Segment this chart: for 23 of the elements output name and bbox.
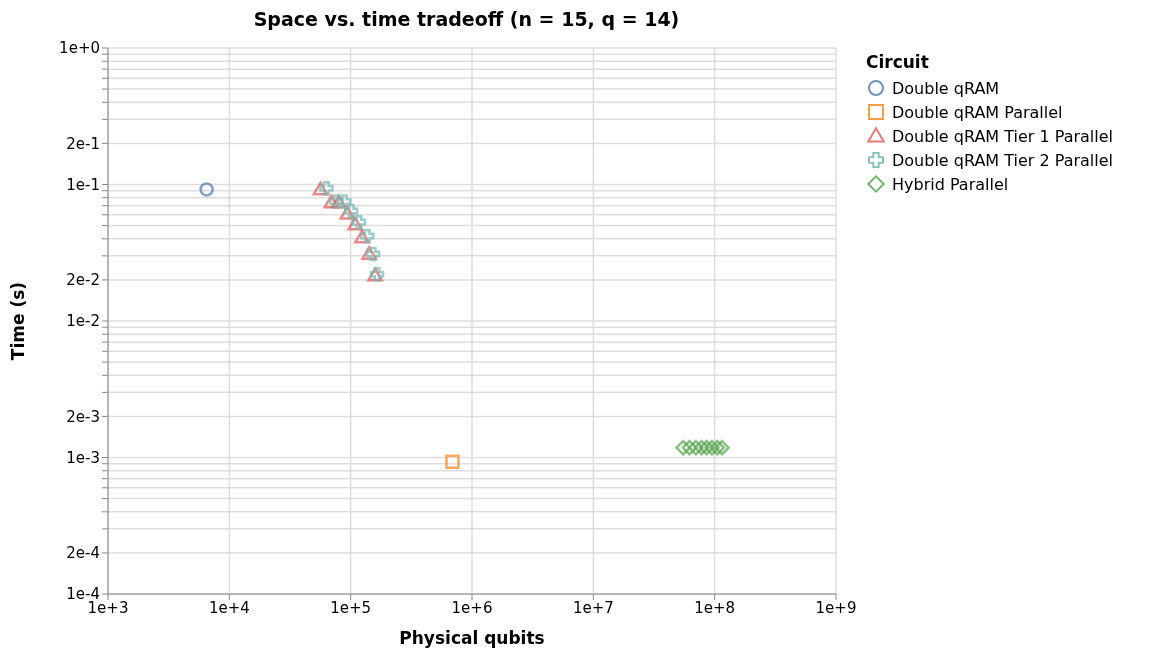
legend-label: Double qRAM Tier 1 Parallel — [892, 126, 1114, 146]
y-tick-label: 2e-4 — [66, 544, 100, 563]
y-tick-label: 1e-3 — [66, 448, 100, 467]
legend-label: Hybrid Parallel — [892, 174, 1009, 194]
x-axis-title: Physical qubits — [399, 628, 545, 648]
chart-title: Space vs. time tradeoff (n = 15, q = 14) — [252, 8, 681, 30]
y-tick-label: 1e+0 — [59, 39, 100, 58]
y-tick-label: 1e-2 — [66, 312, 100, 331]
x-tick-label: 1e+8 — [694, 598, 736, 617]
x-tick-label: 1e+6 — [451, 598, 493, 617]
y-tick-label: 1e-1 — [66, 175, 100, 194]
x-tick-label: 1e+7 — [572, 598, 614, 617]
y-tick-label: 2e-1 — [66, 134, 100, 153]
y-tick-label: 2e-2 — [66, 271, 100, 290]
legend-label: Double qRAM Parallel — [892, 102, 1063, 122]
legend-label: Double qRAM Tier 2 Parallel — [892, 150, 1114, 170]
x-tick-label: 1e+5 — [330, 598, 372, 617]
legend-label: Double qRAM — [892, 78, 1000, 98]
y-tick-label: 2e-3 — [66, 407, 100, 426]
y-axis-title: Time (s) — [8, 281, 29, 361]
legend-title: Circuit — [866, 52, 930, 72]
x-tick-label: 1e+4 — [208, 598, 250, 617]
x-tick-label: 1e+9 — [815, 598, 857, 617]
